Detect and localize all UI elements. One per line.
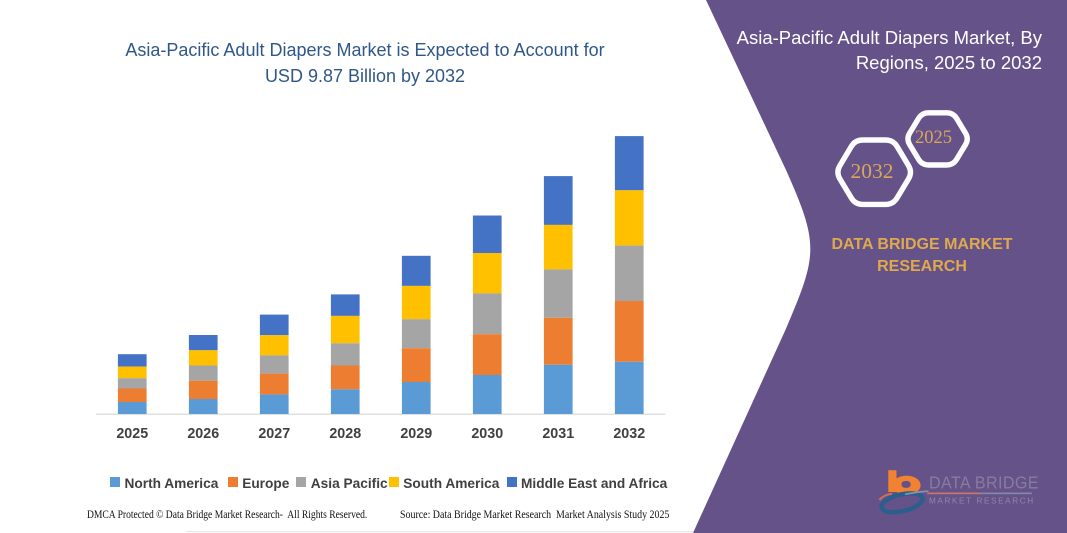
svg-text:2032: 2032 [851,159,894,183]
svg-text:DATA BRIDGE: DATA BRIDGE [929,473,1039,493]
svg-text:2025: 2025 [915,128,952,148]
svg-text:MARKET RESEARCH: MARKET RESEARCH [929,497,1035,506]
